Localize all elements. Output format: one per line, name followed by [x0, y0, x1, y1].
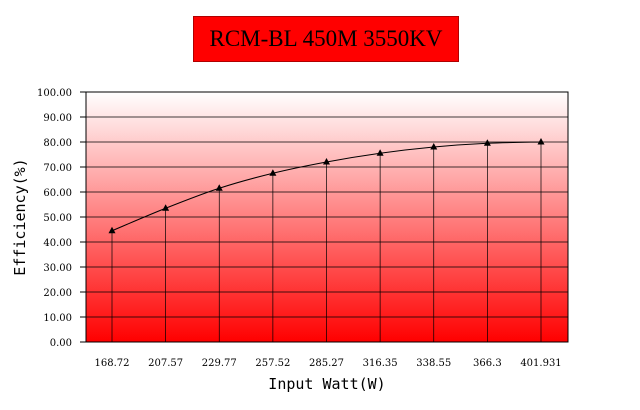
x-tick-label: 316.35 — [363, 358, 398, 369]
y-tick-label: 10.00 — [43, 313, 72, 324]
y-tick-label: 30.00 — [43, 263, 72, 274]
x-tick-label: 207.57 — [148, 358, 183, 369]
x-tick-label: 229.77 — [202, 358, 237, 369]
x-axis-title: Input Watt(W) — [268, 375, 385, 393]
y-tick-label: 90.00 — [43, 113, 72, 124]
x-tick-label: 257.52 — [255, 358, 290, 369]
y-tick-label: 0.00 — [50, 338, 72, 349]
x-tick-label: 285.27 — [309, 358, 344, 369]
data-point-marker — [215, 184, 223, 191]
x-tick-label: 401.931 — [520, 358, 561, 369]
y-tick-label: 100.00 — [37, 88, 72, 99]
data-point-marker — [108, 226, 116, 234]
data-point-marker — [323, 158, 330, 165]
y-tick-label: 60.00 — [43, 188, 72, 199]
y-tick-label: 70.00 — [43, 163, 72, 174]
chart-title-box: RCM-BL 450M 3550KV — [193, 16, 459, 62]
data-point-marker — [162, 204, 170, 211]
y-axis-title: Efficiency(%) — [11, 158, 29, 275]
data-point-marker — [269, 169, 277, 176]
data-point-marker — [483, 139, 491, 146]
x-tick-label: 338.55 — [416, 358, 451, 369]
y-tick-label: 40.00 — [43, 238, 72, 249]
x-tick-label: 168.72 — [95, 358, 130, 369]
data-point-marker — [376, 149, 384, 156]
data-point-marker — [430, 143, 438, 150]
y-tick-label: 50.00 — [43, 213, 72, 224]
y-tick-label: 20.00 — [43, 288, 72, 299]
chart-title: RCM-BL 450M 3550KV — [209, 26, 443, 51]
data-point-marker — [537, 138, 545, 145]
x-tick-label: 366.3 — [473, 358, 502, 369]
y-tick-label: 80.00 — [43, 138, 72, 149]
